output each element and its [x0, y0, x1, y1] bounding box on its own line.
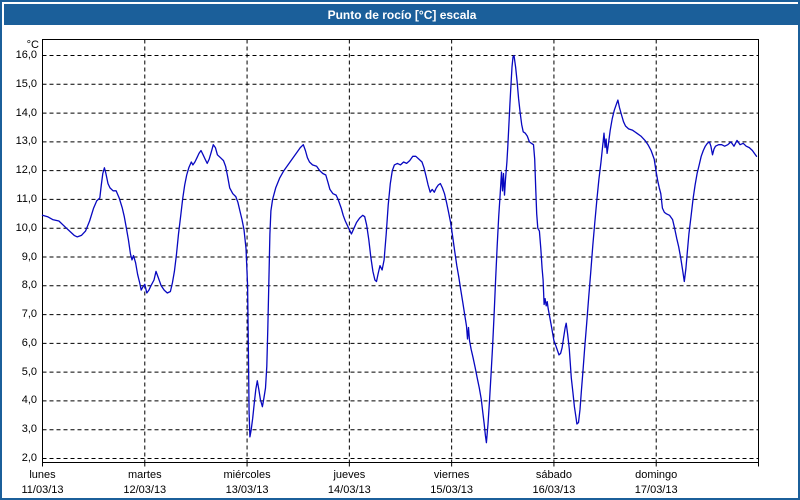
x-weekday-label: jueves — [333, 469, 366, 481]
x-weekday-label: viernes — [433, 469, 470, 481]
y-tick-label: 11,0 — [16, 192, 37, 205]
x-date-label: 16/03/13 — [532, 484, 576, 496]
y-tick-label: 13,0 — [15, 135, 37, 148]
dewpoint-series-line — [41, 54, 758, 444]
x-weekday-label: sábado — [535, 469, 572, 481]
y-tick-label: 16,0 — [15, 49, 37, 61]
title-bar: Punto de rocío [°C] escala — [4, 4, 800, 25]
x-date-label: 14/03/13 — [327, 484, 371, 496]
x-weekday-label: domingo — [635, 469, 678, 481]
y-tick-label: 14,0 — [15, 106, 37, 119]
x-date-label: 11/03/13 — [21, 484, 64, 496]
x-date-label: 13/03/13 — [225, 484, 269, 496]
x-weekday-label: miércoles — [223, 469, 271, 481]
x-date-label: 15/03/13 — [430, 484, 474, 496]
y-tick-label: 15,0 — [15, 77, 37, 90]
y-tick-label: 9,0 — [21, 250, 37, 263]
y-tick-label: 2,0 — [21, 452, 37, 464]
y-axis-unit-label: °C — [26, 39, 39, 51]
y-tick-label: 7,0 — [21, 308, 37, 321]
y-tick-label: 12,0 — [15, 164, 37, 177]
y-tick-label: 4,0 — [21, 394, 37, 407]
y-tick-label: 10,0 — [15, 221, 37, 234]
plot-border — [42, 39, 759, 463]
x-date-label: 17/03/13 — [634, 484, 678, 496]
y-tick-label: 3,0 — [21, 423, 37, 436]
window-title: Punto de rocío [°C] escala — [327, 7, 477, 22]
x-weekday-label: lunes — [29, 469, 56, 481]
y-tick-label: 6,0 — [21, 336, 37, 349]
y-tick-label: 8,0 — [21, 279, 37, 292]
x-weekday-label: martes — [127, 469, 162, 481]
x-date-label: 12/03/13 — [123, 484, 167, 496]
y-tick-label: 5,0 — [21, 365, 37, 378]
